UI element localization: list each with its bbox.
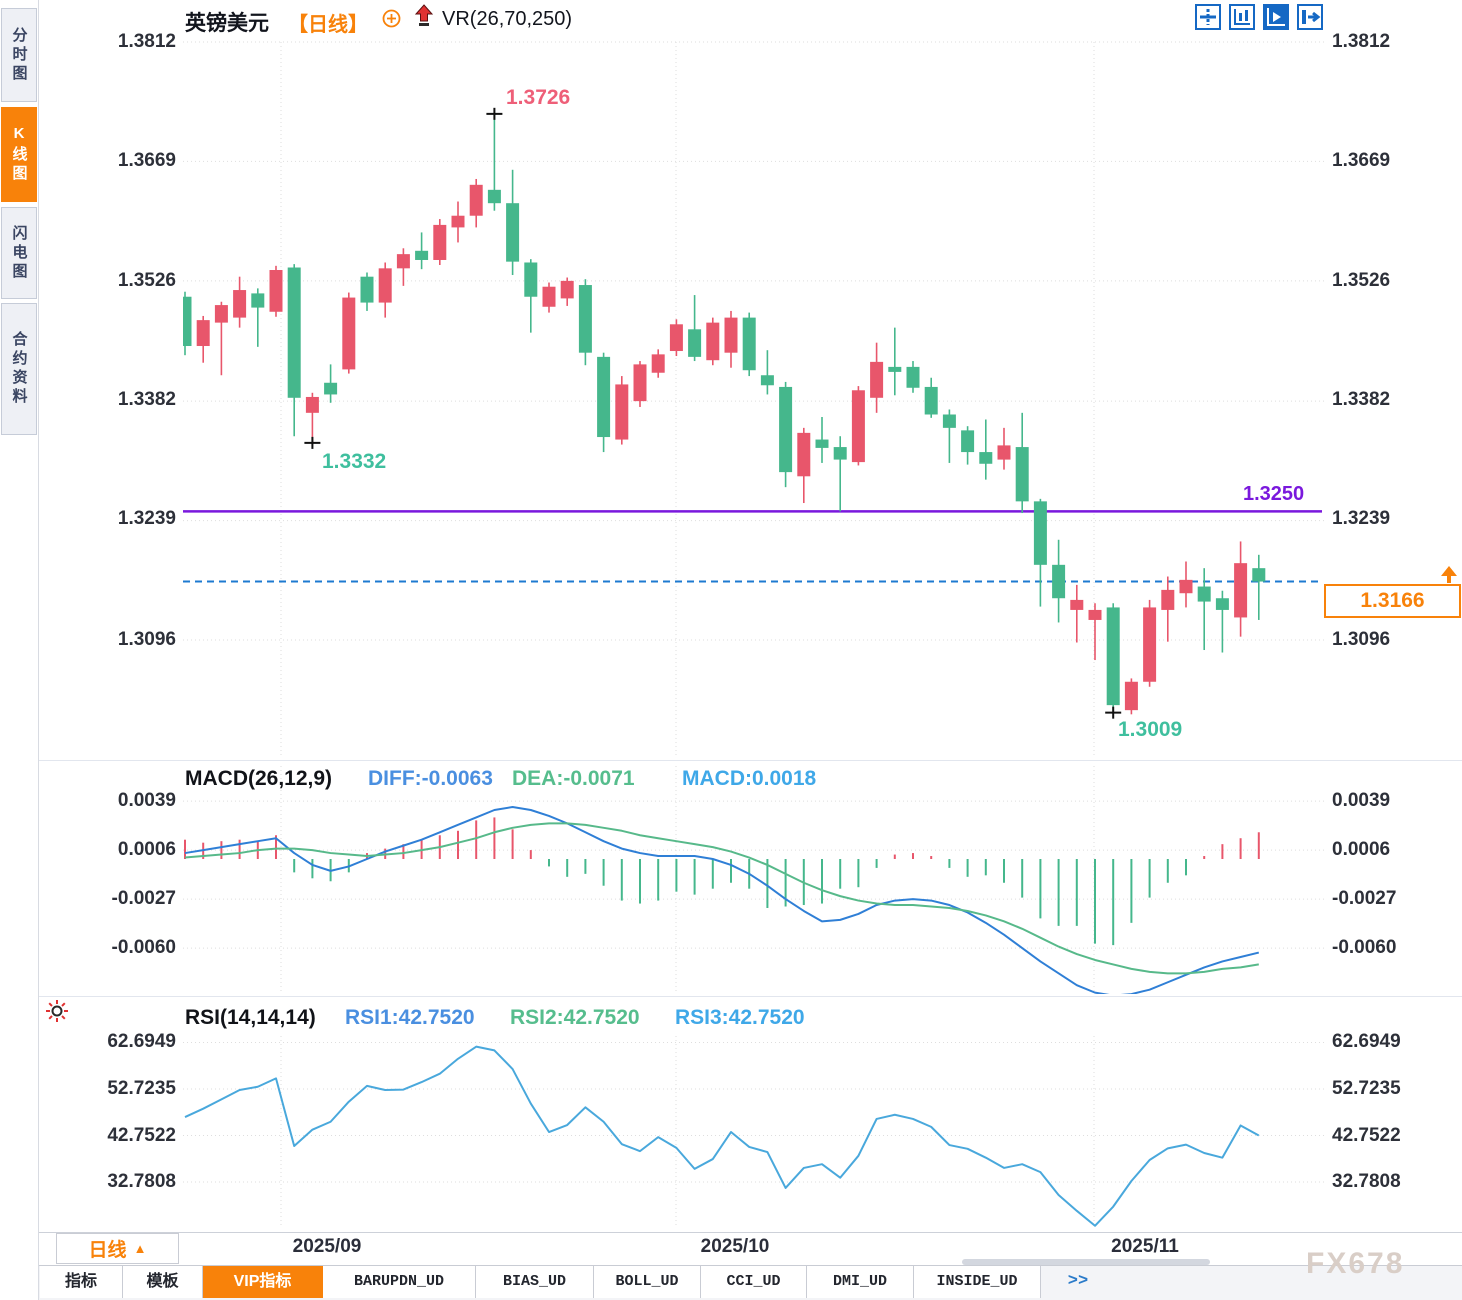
rsi-title: RSI(14,14,14) xyxy=(185,1006,316,1029)
macd-axis-label: 0.0039 xyxy=(117,790,176,811)
rsi-axis-label: 62.6949 xyxy=(107,1031,176,1052)
macd-title: MACD(26,12,9) xyxy=(185,767,333,790)
tab-inside-ud[interactable]: INSIDE_UD xyxy=(914,1266,1041,1298)
panel-separator xyxy=(39,760,1462,761)
price-up-arrow-stem xyxy=(1447,575,1451,583)
rsi-axis-label: 42.7522 xyxy=(1332,1125,1401,1146)
tab-bias-ud[interactable]: BIAS_UD xyxy=(476,1266,594,1298)
price-axis-label: 1.3239 xyxy=(117,508,176,529)
macd-diff-value: DIFF:-0.0063 xyxy=(368,767,493,790)
interval-selector-label: 日线 xyxy=(88,1240,127,1261)
add-indicator-icon[interactable] xyxy=(382,9,401,28)
macd-axis-label: 0.0006 xyxy=(1332,839,1391,860)
rsi1-value: RSI1:42.7520 xyxy=(345,1006,475,1029)
swing-low-label: 1.3332 xyxy=(322,450,387,473)
price-axis-label: 1.3239 xyxy=(1332,508,1391,529)
price-axis-label: 1.3096 xyxy=(1332,629,1391,650)
time-axis-label: 2025/10 xyxy=(700,1236,770,1257)
tab-templates[interactable]: 模板 xyxy=(123,1266,203,1298)
sidebar-tab-kline-chart[interactable]: K线图 xyxy=(1,107,37,202)
horizontal-line-price-label: 1.3250 xyxy=(1243,483,1305,505)
rsi-axis-label: 32.7808 xyxy=(107,1171,176,1192)
macd-axis-label: -0.0060 xyxy=(111,937,176,958)
sidebar-tab-label: 闪电图 xyxy=(10,224,28,282)
tab-more-chevrons[interactable]: >> xyxy=(1041,1266,1115,1298)
panel-separator xyxy=(39,996,1462,997)
last-price-box: 1.3166 xyxy=(1324,584,1461,618)
tab-boll-ud[interactable]: BOLL_UD xyxy=(594,1266,701,1298)
interval-tag: 【日线】 xyxy=(288,14,368,36)
rsi-axis-label: 42.7522 xyxy=(107,1125,176,1146)
sidebar-tab-label: 合约资料 xyxy=(10,331,28,407)
swing-high-label: 1.3726 xyxy=(506,86,571,109)
macd-axis-label: -0.0027 xyxy=(111,888,176,909)
macd-axis-label: 0.0039 xyxy=(1332,790,1391,811)
play-chart-icon[interactable] xyxy=(1263,4,1289,30)
tab-cci-ud[interactable]: CCI_UD xyxy=(701,1266,807,1298)
sidebar-tab-label: 分时图 xyxy=(10,26,28,84)
axis-scale-icon[interactable] xyxy=(1229,4,1255,30)
price-axis-label: 1.3812 xyxy=(1332,31,1391,52)
price-axis-label: 1.3526 xyxy=(117,270,176,291)
price-axis-label: 1.3812 xyxy=(117,31,176,52)
tab-indicators[interactable]: 指标 xyxy=(40,1266,123,1298)
chevron-up-icon: ▲ xyxy=(133,1241,147,1256)
price-axis-label: 1.3382 xyxy=(117,389,176,410)
indicator-settings-sun-icon[interactable] xyxy=(45,999,69,1023)
horizontal-scrollbar-thumb[interactable] xyxy=(962,1259,1210,1265)
rsi-axis-label: 62.6949 xyxy=(1332,1031,1401,1052)
rsi-axis-label: 32.7808 xyxy=(1332,1171,1401,1192)
rsi-axis-label: 52.7235 xyxy=(1332,1078,1401,1099)
rsi3-value: RSI3:42.7520 xyxy=(675,1006,805,1029)
macd-axis-label: 0.0006 xyxy=(117,839,176,860)
watermark: FX678 xyxy=(1306,1247,1405,1280)
trend-up-arrow-icon xyxy=(414,4,434,26)
price-axis-label: 1.3096 xyxy=(117,629,176,650)
layout-split-icon[interactable] xyxy=(1195,4,1221,30)
price-axis-label: 1.3382 xyxy=(1332,389,1391,410)
sidebar-tab-timeline-chart[interactable]: 分时图 xyxy=(1,8,37,102)
time-axis-label: 2025/09 xyxy=(292,1236,362,1257)
price-up-arrow-icon xyxy=(1441,566,1457,576)
rsi2-value: RSI2:42.7520 xyxy=(510,1006,640,1029)
sidebar-tab-contract-info[interactable]: 合约资料 xyxy=(1,303,37,435)
tab-dmi-ud[interactable]: DMI_UD xyxy=(807,1266,914,1298)
price-axis-label: 1.3669 xyxy=(1332,150,1391,171)
detach-window-icon[interactable] xyxy=(1297,4,1323,30)
macd-macd-value: MACD:0.0018 xyxy=(682,767,817,790)
interval-selector-button[interactable]: 日线 ▲ xyxy=(56,1233,179,1264)
tab-barupdn-ud[interactable]: BARUPDN_UD xyxy=(323,1266,476,1298)
macd-dea-value: DEA:-0.0071 xyxy=(512,767,635,790)
rsi-axis-label: 52.7235 xyxy=(107,1078,176,1099)
sidebar-tab-flash-chart[interactable]: 闪电图 xyxy=(1,207,37,299)
price-axis-label: 1.3526 xyxy=(1332,270,1391,291)
time-axis-label: 2025/11 xyxy=(1111,1236,1179,1257)
macd-axis-label: -0.0027 xyxy=(1332,888,1397,909)
swing-low-label: 1.3009 xyxy=(1118,718,1183,741)
price-axis-label: 1.3669 xyxy=(117,150,176,171)
macd-axis-label: -0.0060 xyxy=(1332,937,1397,958)
tab-vip-indicators[interactable]: VIP指标 xyxy=(203,1266,323,1298)
sidebar-tab-label: K线图 xyxy=(10,125,28,184)
indicator-formula-label: VR(26,70,250) xyxy=(442,8,573,30)
symbol-title: 英镑美元 xyxy=(185,12,269,35)
time-axis-row xyxy=(39,1232,1462,1265)
